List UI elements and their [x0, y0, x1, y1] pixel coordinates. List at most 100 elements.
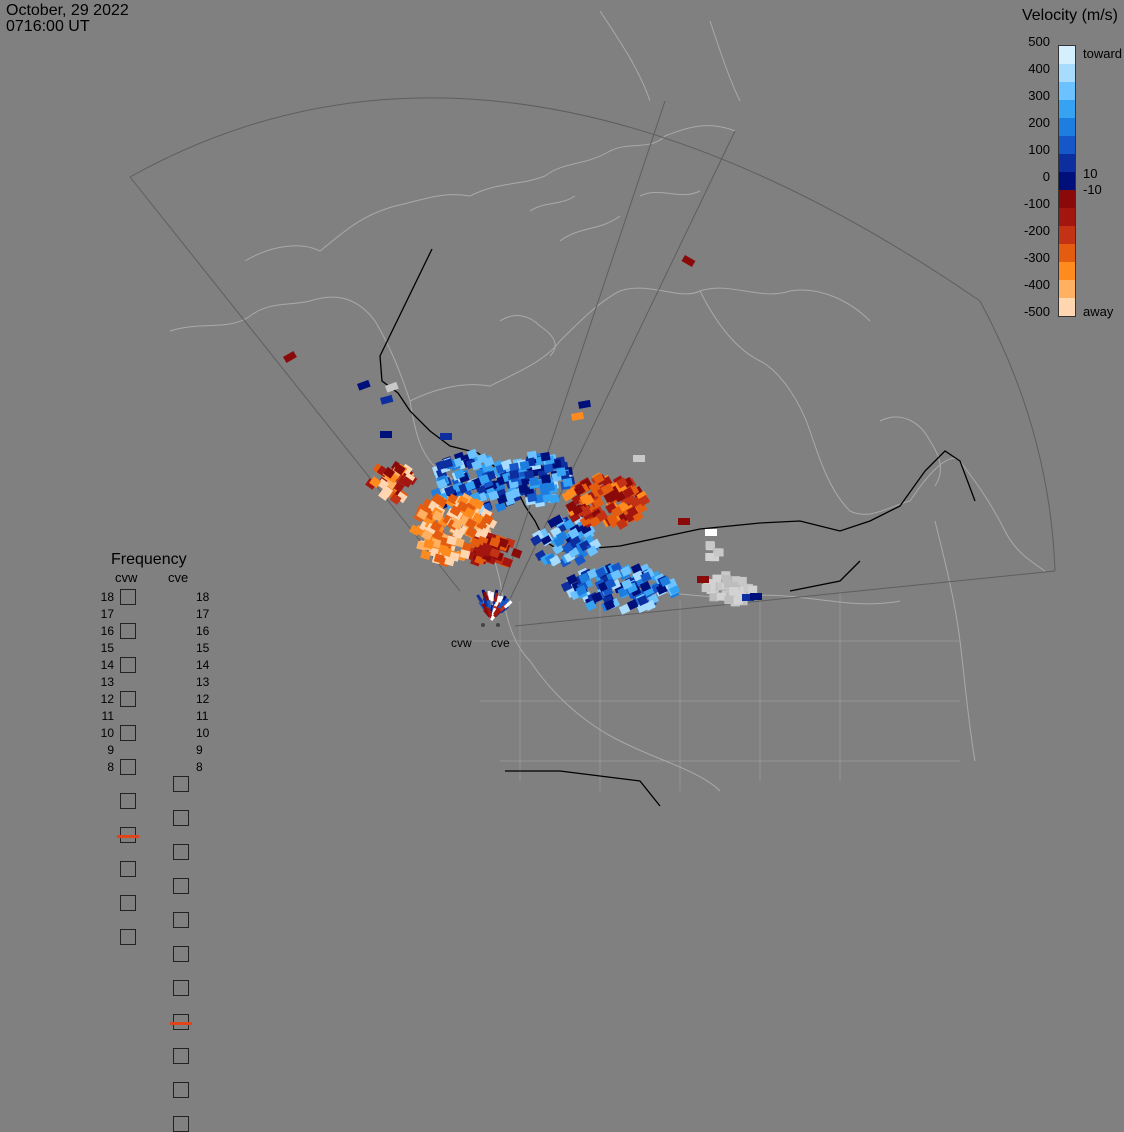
scatter-cell: [487, 490, 500, 501]
scatter-cell: [453, 537, 465, 548]
freq-level-label: 15: [196, 641, 210, 655]
country-borders: [379, 248, 976, 807]
neg-threshold-label: -10: [1083, 182, 1102, 197]
scatter-cell: [539, 486, 550, 496]
freq-level-label: 12: [196, 692, 210, 706]
scatter-cell: [524, 470, 535, 480]
scatter-cell: [592, 497, 605, 509]
scatter-cell: [750, 593, 762, 600]
scatter-cell: [501, 598, 510, 607]
colorbar-segment: [1059, 244, 1075, 262]
freq-level-label: 10: [196, 726, 210, 740]
scatter-cell: [639, 580, 652, 593]
freq-level-label: 9: [107, 743, 114, 757]
scatter-cell: [465, 526, 478, 539]
velocity-tick-label: 300: [1028, 88, 1050, 103]
scatter-cell: [705, 529, 717, 536]
scatter-cell: [483, 591, 489, 601]
scatter-cell: [389, 493, 402, 505]
scatter-cell: [390, 467, 403, 479]
radar-map: [129, 10, 1056, 807]
toward-label: toward: [1083, 46, 1123, 61]
scatter-cell: [729, 587, 738, 595]
scatter-cell: [381, 485, 394, 498]
site-marker-cvw: [481, 623, 485, 627]
scatter-cell: [395, 491, 408, 504]
scatter-cell: [430, 538, 442, 549]
scatter-cell: [490, 592, 494, 602]
velocity-tick-label: -100: [1023, 196, 1050, 211]
scatter-cell: [724, 596, 734, 605]
scatter-cell: [610, 562, 623, 574]
velocity-tick-label: 0: [1042, 169, 1050, 184]
scatter-cell: [511, 548, 523, 559]
scatter-cell: [588, 481, 601, 494]
scatter-cell: [383, 466, 396, 479]
scatter-cell: [459, 549, 471, 560]
scatter-cell: [588, 515, 601, 528]
scatter-cell: [733, 596, 743, 605]
site-marker-cve: [496, 623, 500, 627]
freq-cell-cve: [173, 1116, 189, 1132]
freq-level-label: 11: [101, 709, 114, 723]
scatter-cell: [470, 537, 482, 548]
scatter-cell: [519, 460, 530, 471]
scatter-cell: [742, 594, 754, 601]
scatter-cell: [611, 506, 623, 518]
scatter-cell: [476, 594, 484, 604]
scatter-cell: [500, 459, 513, 471]
scatter-cell: [481, 602, 489, 613]
scatter-cell: [633, 455, 645, 462]
scatter-cell: [562, 477, 573, 488]
scatter-cell: [442, 458, 454, 469]
scatter-cell: [486, 599, 492, 610]
freq-level-label: 14: [196, 658, 210, 672]
scatter-cell: [493, 608, 502, 618]
scatter-cell: [451, 519, 464, 531]
freq-col-label-cvw: cvw: [115, 570, 138, 585]
scatter-cell: [608, 516, 620, 529]
scatter-cell: [571, 504, 584, 516]
scatter-cell: [602, 483, 614, 495]
scatter-cell: [714, 548, 724, 557]
scatter-cell: [617, 586, 629, 598]
freq-level-label: 17: [100, 607, 114, 621]
scatter-cell: [706, 579, 716, 588]
freq-cell-cvw: [120, 623, 136, 639]
freq-level-label: 9: [196, 743, 203, 757]
scatter-cell: [636, 594, 649, 607]
scatter-cell: [493, 606, 501, 616]
scatter-cell: [440, 546, 452, 557]
scatter-cell: [526, 492, 538, 503]
scatter-cell: [384, 381, 399, 393]
freq-cell-cve: [173, 980, 189, 996]
scatter-cell: [610, 569, 622, 581]
scatter-cell: [489, 537, 501, 548]
freq-cell-cve: [173, 1048, 189, 1064]
colorbar-segment: [1059, 64, 1075, 82]
scatter-cell: [716, 592, 726, 601]
radar-sites: [481, 623, 500, 627]
scatter-cell: [497, 537, 509, 549]
scatter-cell: [526, 450, 538, 461]
scatter-cell: [540, 474, 552, 484]
scatter-cell: [621, 578, 633, 590]
scatter-cell: [567, 527, 580, 540]
scatter-cell: [603, 599, 616, 611]
scatter-cell: [705, 541, 715, 550]
scatter-cell: [571, 411, 585, 421]
scatter-cell: [480, 542, 493, 554]
freq-level-label: 13: [196, 675, 210, 689]
scatter-cell: [578, 399, 592, 409]
freq-cell-cve: [173, 912, 189, 928]
scatter-cell: [705, 553, 715, 561]
freq-cell-cvw: [120, 929, 136, 945]
velocity-backscatter: [283, 255, 762, 621]
scatter-cell: [626, 506, 639, 518]
scatter-cell: [435, 496, 448, 508]
scatter-cell: [503, 600, 513, 609]
time-label: 0716:00 UT: [6, 18, 90, 35]
scatter-cell: [486, 607, 493, 617]
scatter-cell: [596, 510, 608, 522]
scatter-cell: [563, 518, 575, 531]
